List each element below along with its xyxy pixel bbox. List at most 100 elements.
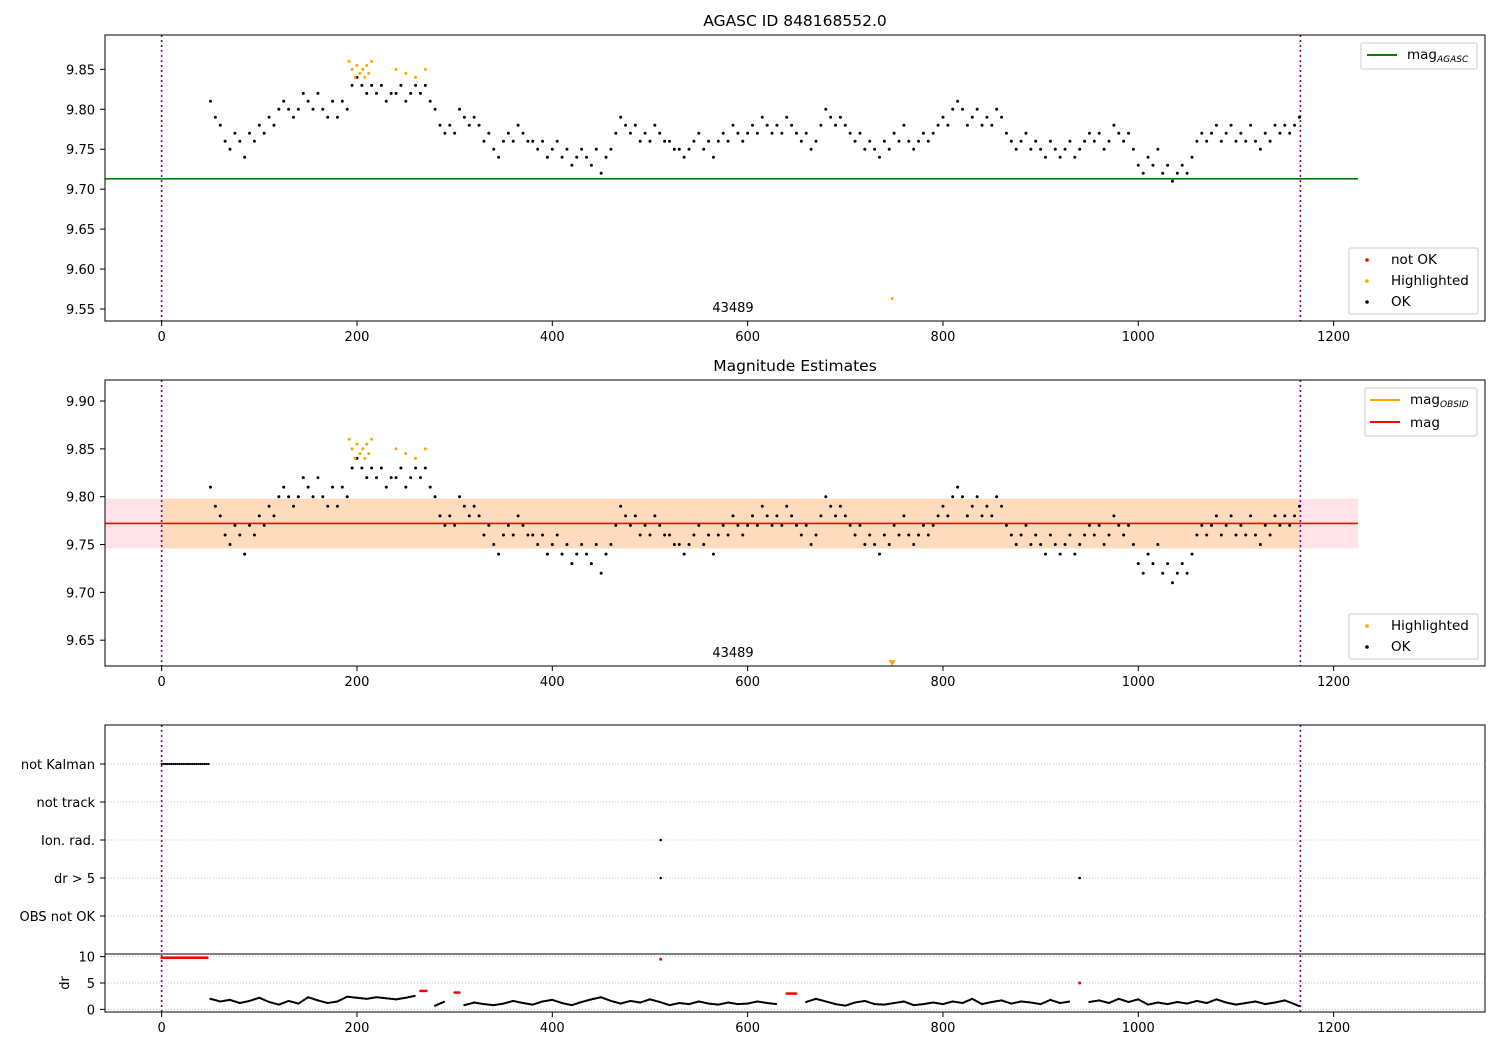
p2-point-highlighted — [423, 447, 427, 451]
p2-point-ok — [775, 514, 779, 518]
p2-point-ok — [497, 552, 501, 556]
p2-point-ok — [951, 495, 955, 499]
p1-point-ok — [1000, 115, 1004, 119]
p1-point-ok — [965, 123, 969, 127]
dr-point-ok — [413, 994, 416, 997]
p2-point-ok — [1288, 523, 1292, 527]
p2-point-ok — [1117, 523, 1121, 527]
p1-point-ok — [545, 155, 549, 159]
flag-point — [191, 762, 194, 766]
p1-point-ok — [257, 123, 261, 127]
p1-point-highlighted — [394, 67, 398, 71]
p2-point-ok — [1102, 543, 1106, 547]
p2-point-ok — [526, 533, 530, 537]
p2-point-ok — [311, 495, 315, 499]
p1-point-ok — [458, 107, 462, 111]
p1-point-ok — [1268, 139, 1272, 143]
p2-point-ok — [873, 543, 877, 547]
p2-point-ok — [531, 533, 535, 537]
p1-point-ok — [926, 139, 930, 143]
p1-point-ok — [912, 147, 916, 151]
p2-point-ok — [1044, 552, 1048, 556]
p2-point-ok — [716, 533, 720, 537]
p1-point-ok — [340, 99, 344, 103]
p1-point-ok — [1146, 155, 1150, 159]
p1-point-ok — [594, 147, 598, 151]
p2-point-ok — [755, 523, 759, 527]
p1-point-ok — [321, 107, 325, 111]
p1-point-ok — [1127, 131, 1131, 135]
p1-point-ok — [746, 131, 750, 135]
p1-point-ok — [477, 123, 481, 127]
p1-point-ok — [707, 139, 711, 143]
p1-xtick-label: 400 — [540, 330, 565, 345]
panel2-title: Magnitude Estimates — [713, 357, 877, 375]
p1-point-highlighted — [353, 75, 357, 79]
p2-point-ok — [453, 523, 457, 527]
p2-point-ok — [584, 552, 588, 556]
p2-point-highlighted — [367, 452, 371, 456]
flag-point — [174, 762, 177, 766]
legend-mag-agasc-sub: AGASC — [1436, 55, 1469, 65]
p1-point-ok — [882, 139, 886, 143]
p2-xtick-label: 600 — [735, 675, 760, 690]
p1-point-ok — [414, 83, 418, 87]
p1-point-highlighted — [358, 71, 362, 75]
p1-point-ok — [1229, 123, 1233, 127]
p2-point-ok — [868, 533, 872, 537]
p2-point-ok — [628, 523, 632, 527]
p1-point-ok — [804, 131, 808, 135]
p2-point-ok — [1004, 523, 1008, 527]
p1-point-ok — [990, 123, 994, 127]
p1-point-ok — [1092, 139, 1096, 143]
p1-point-ok — [1297, 115, 1301, 119]
p2-point-ok — [291, 504, 295, 508]
p2-point-ok — [345, 495, 349, 499]
p2-point-ok — [785, 504, 789, 508]
p2-point-ok — [589, 562, 593, 566]
p2-point-ok — [609, 543, 613, 547]
p2-point-ok — [1249, 514, 1253, 518]
p1-point-ok — [589, 163, 593, 167]
p2-point-ok — [912, 543, 916, 547]
p2-point-ok — [501, 533, 505, 537]
p2-point-ok — [926, 533, 930, 537]
p2-point-ok — [443, 523, 447, 527]
p1-point-ok — [248, 131, 252, 135]
panel3-frame — [104, 724, 1486, 1013]
p2-point-ok — [1053, 543, 1057, 547]
p1-point-ok — [350, 83, 354, 87]
flags-panel: not Kalman not track Ion. rad. dr > 5 OBS no… — [20, 724, 1486, 1036]
p1-point-ok — [619, 115, 623, 119]
flag-point — [659, 838, 663, 842]
p2-ytick-label: 9.75 — [66, 539, 95, 554]
p2-xtick-label: 800 — [931, 675, 956, 690]
p3-xtick-label: 200 — [345, 1021, 370, 1036]
p2-point-ok — [306, 485, 310, 489]
flag-point — [162, 762, 165, 766]
flag-point — [170, 762, 173, 766]
p2-point-ok — [1278, 523, 1282, 527]
p1-point-ok — [687, 147, 691, 151]
p2-point-ok — [1244, 533, 1248, 537]
p1-point-ok — [975, 107, 979, 111]
p2-point-ok — [604, 552, 608, 556]
p1-point-ok — [1219, 139, 1223, 143]
p1-point-ok — [326, 115, 330, 119]
p1-point-ok — [233, 131, 237, 135]
p1-point-ok — [653, 123, 657, 127]
p1-point-ok — [1039, 147, 1043, 151]
p2-point-ok — [331, 485, 335, 489]
p1-point-ok — [399, 83, 403, 87]
p2-point-ok — [243, 552, 247, 556]
p1-point-ok — [1205, 139, 1209, 143]
dr-point-ok — [774, 1002, 778, 1006]
p1-ytick-label: 9.60 — [66, 263, 95, 278]
flag-label: not Kalman — [21, 758, 95, 773]
p2-point-ok — [624, 514, 628, 518]
legend-mag-obsid-sub: OBSID — [1440, 400, 1469, 410]
p2-point-ok — [1034, 533, 1038, 537]
p2-point-ok — [545, 552, 549, 556]
p2-point-highlighted — [365, 442, 369, 446]
p1-point-highlighted — [414, 75, 418, 79]
